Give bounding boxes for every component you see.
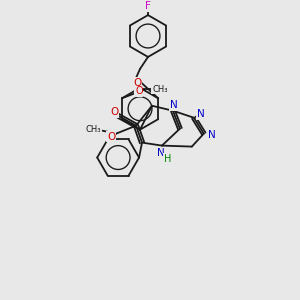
Text: O: O [133, 78, 141, 88]
Text: CH₃: CH₃ [85, 125, 101, 134]
Text: N: N [208, 130, 216, 140]
Text: N: N [157, 148, 165, 158]
Text: O: O [135, 86, 143, 96]
Text: O: O [107, 132, 115, 142]
Text: H: H [164, 154, 172, 164]
Text: F: F [145, 1, 151, 11]
Text: N: N [197, 109, 205, 119]
Text: O: O [110, 107, 118, 117]
Text: CH₃: CH₃ [152, 85, 167, 94]
Text: N: N [170, 100, 178, 110]
